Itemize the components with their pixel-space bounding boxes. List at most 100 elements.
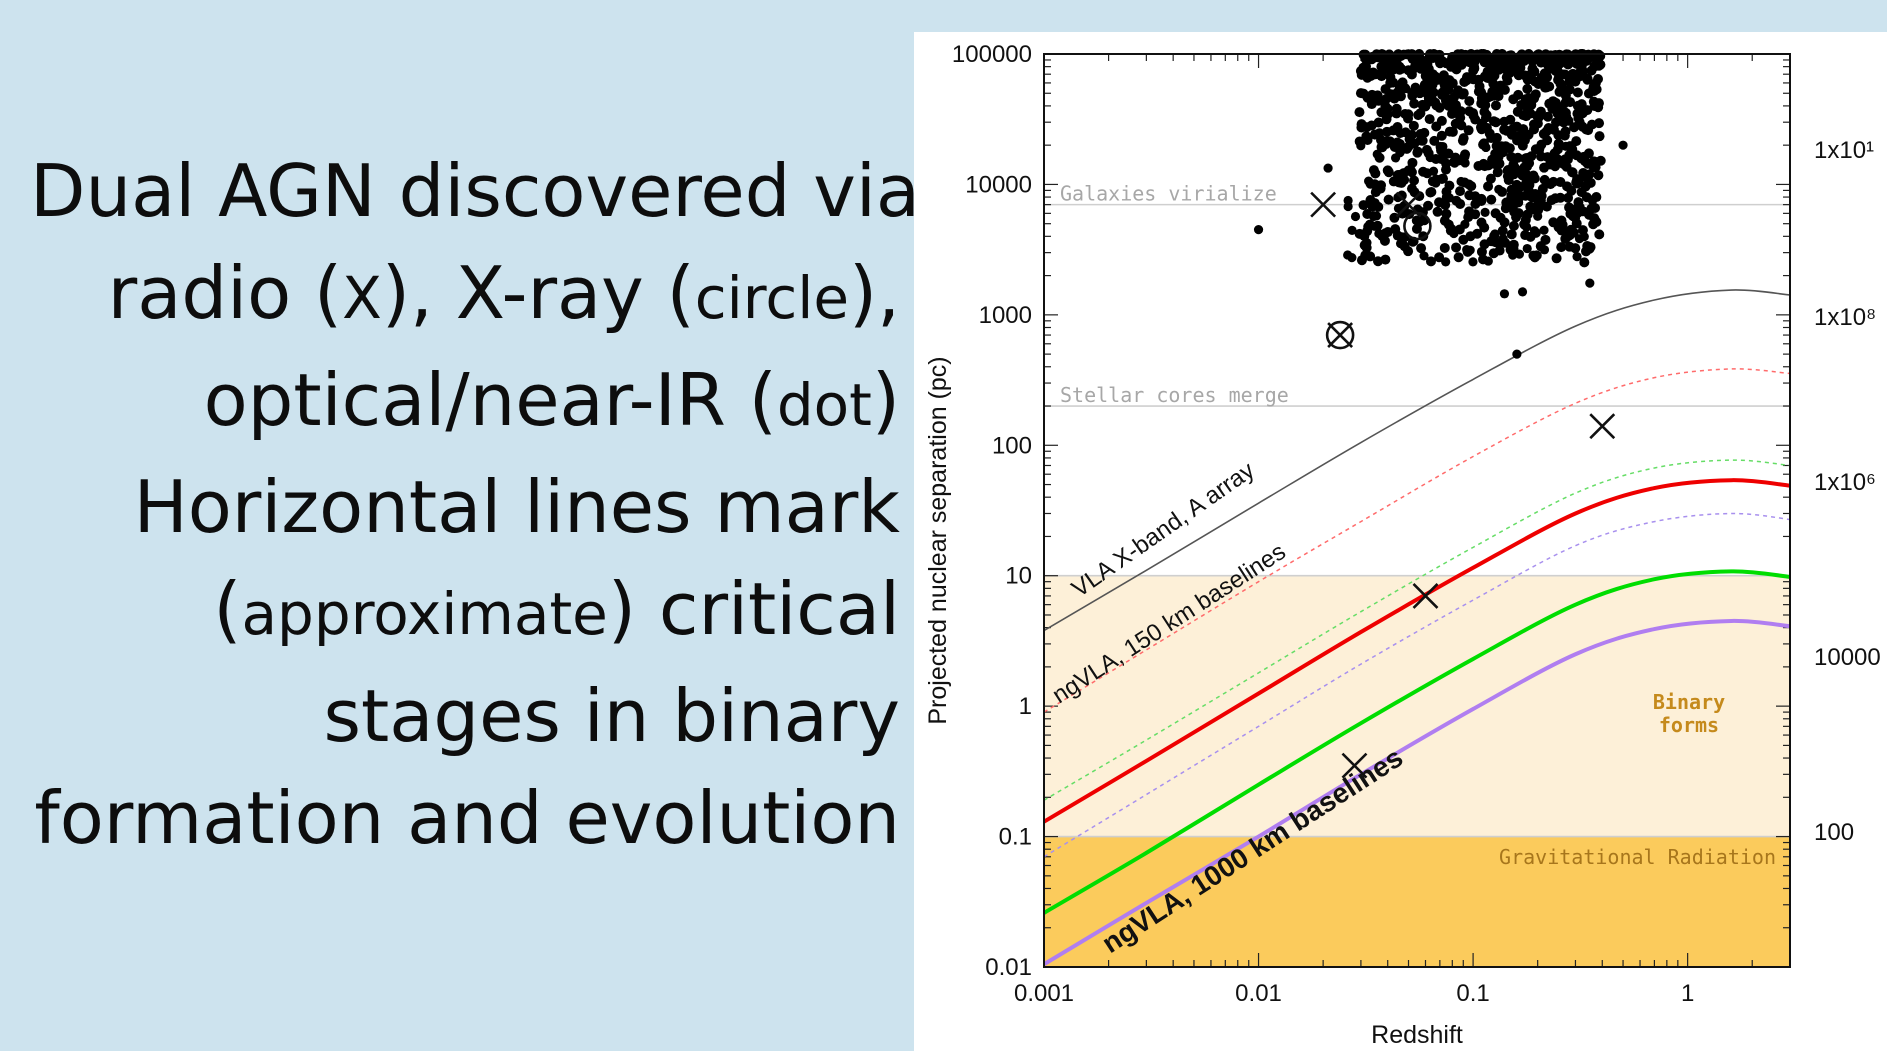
optical-dot	[1585, 278, 1595, 288]
y-tick-label: 100	[992, 432, 1032, 459]
optical-dot	[1492, 167, 1503, 178]
optical-dot	[1354, 107, 1365, 118]
x-tick-label: 0.01	[1235, 980, 1282, 1007]
optical-dot	[1380, 101, 1391, 112]
optical-dot	[1505, 114, 1516, 125]
optical-dot	[1419, 251, 1429, 261]
optical-dot	[1544, 63, 1555, 74]
optical-dot	[1506, 151, 1517, 162]
optical-dot	[1523, 152, 1534, 163]
optical-dot	[1409, 138, 1420, 149]
caption-approximate: approximate	[241, 580, 608, 648]
optical-dot	[1426, 92, 1437, 103]
optical-dot	[1395, 169, 1405, 180]
separation-vs-redshift-chart: 0.001 0.01 0.1 10.010.111010010001000010000…	[924, 41, 1881, 1049]
optical-dot	[1530, 89, 1541, 100]
optical-dot	[1498, 233, 1508, 244]
optical-dot	[1562, 181, 1573, 192]
stage-line-label: Galaxies virialize	[1060, 182, 1277, 206]
sensitivity-curve-5	[1043, 512, 1791, 858]
optical-dot	[1586, 65, 1597, 76]
optical-dot	[1518, 100, 1529, 111]
optical-dot	[1415, 63, 1426, 74]
optical-dot	[1423, 200, 1434, 211]
optical-dot	[1391, 103, 1402, 114]
optical-dot	[1462, 245, 1472, 255]
sensitivity-curve-6	[1042, 569, 1791, 915]
optical-dot	[1468, 257, 1478, 267]
optical-dot	[1358, 200, 1369, 211]
optical-dot	[1440, 95, 1451, 106]
optical-dot	[1590, 202, 1601, 213]
optical-dot	[1253, 225, 1264, 235]
optical-dot	[1447, 126, 1458, 137]
optical-dot	[1582, 74, 1593, 85]
optical-dot	[1553, 74, 1564, 85]
optical-dot	[1583, 148, 1594, 159]
optical-dot	[1488, 116, 1499, 127]
right-axis-tick-label: 1x10¹	[1814, 137, 1874, 164]
optical-dot	[1587, 196, 1598, 206]
optical-dot	[1526, 99, 1537, 110]
optical-dot	[1476, 246, 1487, 257]
optical-dot	[1428, 71, 1439, 82]
optical-dot	[1529, 226, 1540, 236]
optical-dot	[1458, 234, 1469, 245]
optical-dot	[1454, 156, 1464, 166]
optical-dot	[1410, 56, 1421, 67]
optical-dot	[1431, 121, 1442, 132]
optical-dot	[1532, 110, 1543, 121]
optical-dot	[1458, 133, 1469, 144]
optical-dot	[1403, 113, 1414, 124]
optical-dot	[1508, 220, 1519, 231]
optical-dot	[1481, 142, 1491, 153]
sensitivity-curve-1	[1043, 289, 1791, 632]
optical-dot	[1560, 126, 1571, 137]
caption-paren: ),	[849, 251, 900, 335]
optical-dot	[1572, 252, 1582, 262]
optical-dot	[1521, 111, 1532, 122]
optical-dot	[1588, 219, 1599, 230]
optical-dot	[1377, 142, 1388, 153]
x-axis-title: Redshift	[1371, 1021, 1463, 1049]
caption-radio: radio (	[107, 251, 343, 335]
stage-line-label: Stellar cores merge	[1060, 383, 1289, 407]
optical-dot	[1543, 178, 1554, 188]
sensitivity-curve-4	[1043, 459, 1791, 801]
optical-dot	[1536, 190, 1547, 201]
optical-dot	[1499, 289, 1510, 299]
optical-dot	[1409, 175, 1420, 186]
x-tick-label: 1	[1681, 980, 1694, 1007]
y-tick-label: 100000	[952, 41, 1032, 68]
caption-line-6: stages in binary	[323, 674, 900, 758]
optical-dot	[1573, 71, 1584, 82]
caption-radio-marker: X	[342, 264, 382, 332]
optical-dot	[1369, 198, 1380, 209]
caption-line-2: radio (X), X-ray (circle),	[30, 242, 900, 349]
caption-line-1: Dual AGN discovered via	[30, 149, 921, 233]
optical-dot	[1581, 172, 1592, 183]
y-tick-label: 0.1	[999, 824, 1032, 851]
optical-dot	[1508, 191, 1518, 201]
optical-dot	[1423, 63, 1434, 74]
optical-dot	[1360, 250, 1371, 261]
optical-dot	[1558, 159, 1568, 169]
caption-line-3: optical/near-IR (dot)	[30, 349, 900, 456]
optical-dot	[1539, 245, 1550, 255]
optical-dot	[1356, 141, 1366, 151]
optical-dot	[1425, 152, 1435, 163]
optical-dot	[1540, 79, 1551, 90]
optical-dot	[1385, 72, 1396, 83]
xray-circle-marker	[1325, 320, 1355, 350]
optical-dot	[1390, 153, 1401, 163]
optical-dot	[1425, 187, 1436, 198]
optical-dot	[1406, 69, 1417, 80]
optical-dot	[1589, 101, 1600, 112]
optical-dot	[1491, 238, 1501, 248]
optical-dot	[1380, 84, 1391, 95]
optical-dot	[1416, 243, 1427, 254]
optical-dot	[1506, 50, 1517, 61]
y-tick-label: 0.01	[985, 954, 1032, 981]
y-tick-label: 1000	[979, 302, 1032, 329]
optical-dot	[1451, 242, 1462, 253]
